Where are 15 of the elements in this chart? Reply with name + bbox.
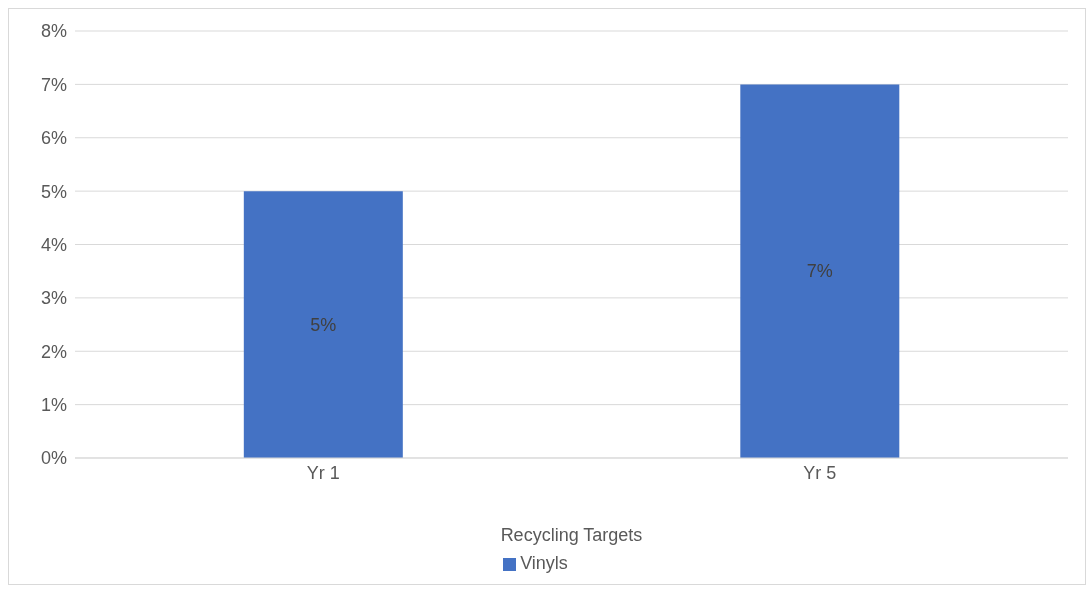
x-axis-title: Recycling Targets [500, 525, 643, 545]
y-tick-label: 1% [40, 395, 67, 416]
data-label: 5% [310, 314, 337, 335]
y-tick-label: 7% [40, 74, 67, 95]
y-tick-label: 0% [40, 448, 67, 469]
data-label: 7% [806, 261, 833, 282]
y-tick-label: 3% [40, 288, 67, 309]
x-tick-label: Yr 1 [306, 462, 340, 483]
y-tick-label: 6% [40, 128, 67, 149]
y-tick-label: 2% [40, 341, 67, 362]
x-tick-label: Yr 5 [803, 462, 837, 483]
legend-label: Vinyls [520, 553, 568, 573]
y-tick-label: 5% [40, 181, 67, 202]
y-tick-label: 8% [40, 21, 67, 42]
y-tick-label: 4% [40, 234, 67, 255]
